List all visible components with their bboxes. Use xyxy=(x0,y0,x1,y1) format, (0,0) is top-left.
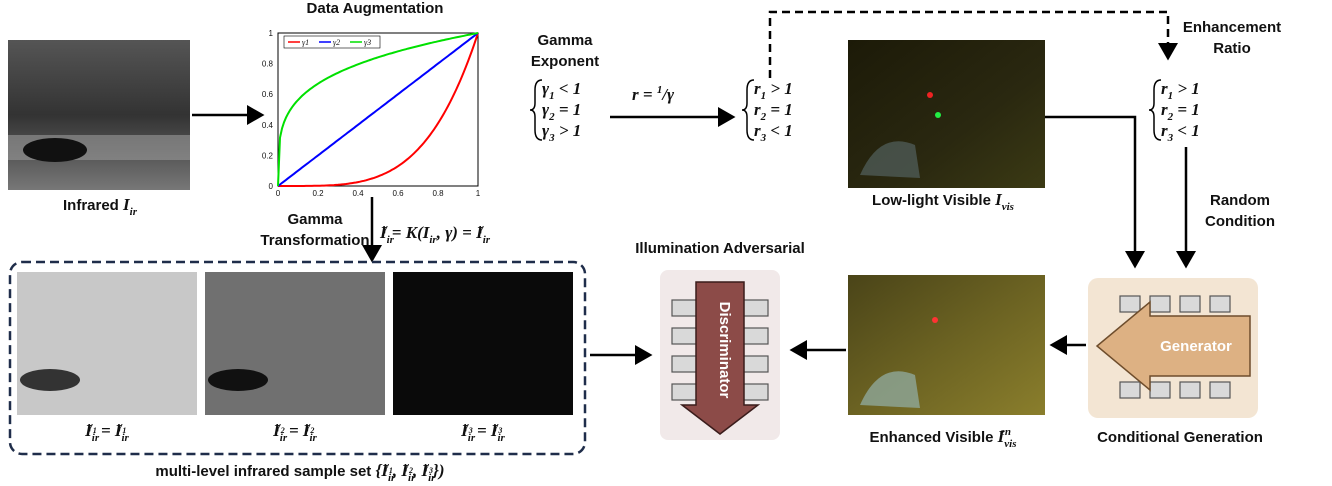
x-tick-label: 0.4 xyxy=(352,189,364,198)
infrared-car xyxy=(23,138,87,162)
math-part: en xyxy=(1000,426,1011,438)
math-part: = 1 xyxy=(1173,100,1200,119)
math-part: 3 xyxy=(497,426,502,435)
x-tick-label: 0.2 xyxy=(312,189,324,198)
legend-label: γ1 xyxy=(302,38,309,47)
condition: r3 < 1 xyxy=(1161,121,1200,144)
sample-set-caption: multi-level infrared sample set {Iirγ1, … xyxy=(155,460,444,484)
transform-formula: Iirγ = K(Iir, γ) = Iirγ xyxy=(379,222,491,246)
generator-label: Generator xyxy=(1160,338,1232,355)
condition: r1 > 1 xyxy=(754,79,793,102)
math-part: = 1 xyxy=(555,100,582,119)
math-part: < 1 xyxy=(555,79,582,98)
title-line: Ratio xyxy=(1213,40,1251,57)
x-tick-label: 0.8 xyxy=(432,189,444,198)
y-tick-label: 0.6 xyxy=(262,90,274,99)
light xyxy=(932,317,938,323)
sample-formula: Iirγ2 = Iirγ2 xyxy=(272,420,317,444)
math-part: = K(I xyxy=(388,223,431,242)
sample-car xyxy=(20,369,80,391)
condition: γ3 > 1 xyxy=(542,121,581,144)
diagram: Infrared Iir Data Augmentation 0 0.2 0.4 0.… xyxy=(0,0,1332,486)
sample-image xyxy=(205,272,385,415)
ratio-formula: r = 1/γ xyxy=(632,84,675,104)
condition: γ1 < 1 xyxy=(542,79,581,102)
math-part: vis xyxy=(1002,201,1014,213)
condition: γ2 = 1 xyxy=(542,100,581,123)
discriminator-label: Discriminator xyxy=(716,302,733,399)
math-part: 2 xyxy=(309,426,314,435)
math-part: 1 xyxy=(122,426,126,435)
math-part: > 1 xyxy=(555,121,582,140)
plot-title: Data Augmentation xyxy=(307,0,444,17)
label-text: Enhanced Visible xyxy=(870,429,998,446)
math-part: < 1 xyxy=(1173,121,1200,140)
y-tick-label: 0 xyxy=(269,182,274,191)
arrow xyxy=(1045,117,1135,266)
x-tick-label: 1 xyxy=(476,189,481,198)
math-part: vis xyxy=(1004,438,1016,450)
title-line: Enhancement xyxy=(1183,19,1281,36)
title-line: Condition xyxy=(1205,213,1275,230)
title-line: Transformation xyxy=(260,232,369,249)
label-text: multi-level infrared sample set xyxy=(155,463,375,480)
math-part: }) xyxy=(432,461,445,480)
math-part: ir xyxy=(483,234,491,246)
math-part: r = xyxy=(632,85,657,104)
y-tick-label: 0.4 xyxy=(262,121,274,130)
brace xyxy=(742,80,754,140)
discriminator-caption: Illumination Adversarial xyxy=(635,240,805,257)
y-tick-label: 0.8 xyxy=(262,60,274,69)
low-light-label: Low-light Visible Ivis xyxy=(872,190,1014,213)
math-part: ir xyxy=(130,206,138,218)
x-tick-label: 0 xyxy=(276,189,281,198)
sample-formula: Iirγ1 = Iirγ1 xyxy=(84,420,129,444)
math-part: > 1 xyxy=(1173,79,1200,98)
sample-car xyxy=(208,369,268,391)
math-part: γ xyxy=(667,85,675,104)
sample-image xyxy=(393,272,573,415)
condition: r2 = 1 xyxy=(1161,100,1200,123)
title-line: Gamma xyxy=(287,211,343,228)
label-text: Infrared xyxy=(63,197,123,214)
condition: r3 < 1 xyxy=(754,121,793,144)
brace xyxy=(1149,80,1161,140)
x-tick-label: 0.6 xyxy=(392,189,404,198)
enhanced-label: Enhanced Visible Ivisen xyxy=(870,426,1017,450)
title-line: Exponent xyxy=(531,53,599,70)
sample-formula: Iirγ3 = Iirγ3 xyxy=(460,420,505,444)
condition: r1 > 1 xyxy=(1161,79,1200,102)
y-tick-label: 0.2 xyxy=(262,151,274,160)
light xyxy=(927,92,933,98)
generator-caption: Conditional Generation xyxy=(1097,429,1263,446)
y-tick-label: 1 xyxy=(269,29,274,38)
legend-label: γ3 xyxy=(364,38,371,47)
math-part: < 1 xyxy=(766,121,793,140)
condition: r2 = 1 xyxy=(754,100,793,123)
math-part: = 1 xyxy=(766,100,793,119)
label-text: Low-light Visible xyxy=(872,192,995,209)
math-part: γ xyxy=(479,222,484,234)
infrared-image xyxy=(8,40,190,190)
brace xyxy=(530,80,542,140)
light xyxy=(935,112,941,118)
legend-label: γ2 xyxy=(333,38,340,47)
title-line: Random xyxy=(1210,192,1270,209)
sample-image xyxy=(17,272,197,415)
math-part: , γ) = I xyxy=(436,223,484,242)
infrared-label: Infrared Iir xyxy=(63,195,138,218)
math-part: > 1 xyxy=(766,79,793,98)
title-line: Gamma xyxy=(537,32,593,49)
